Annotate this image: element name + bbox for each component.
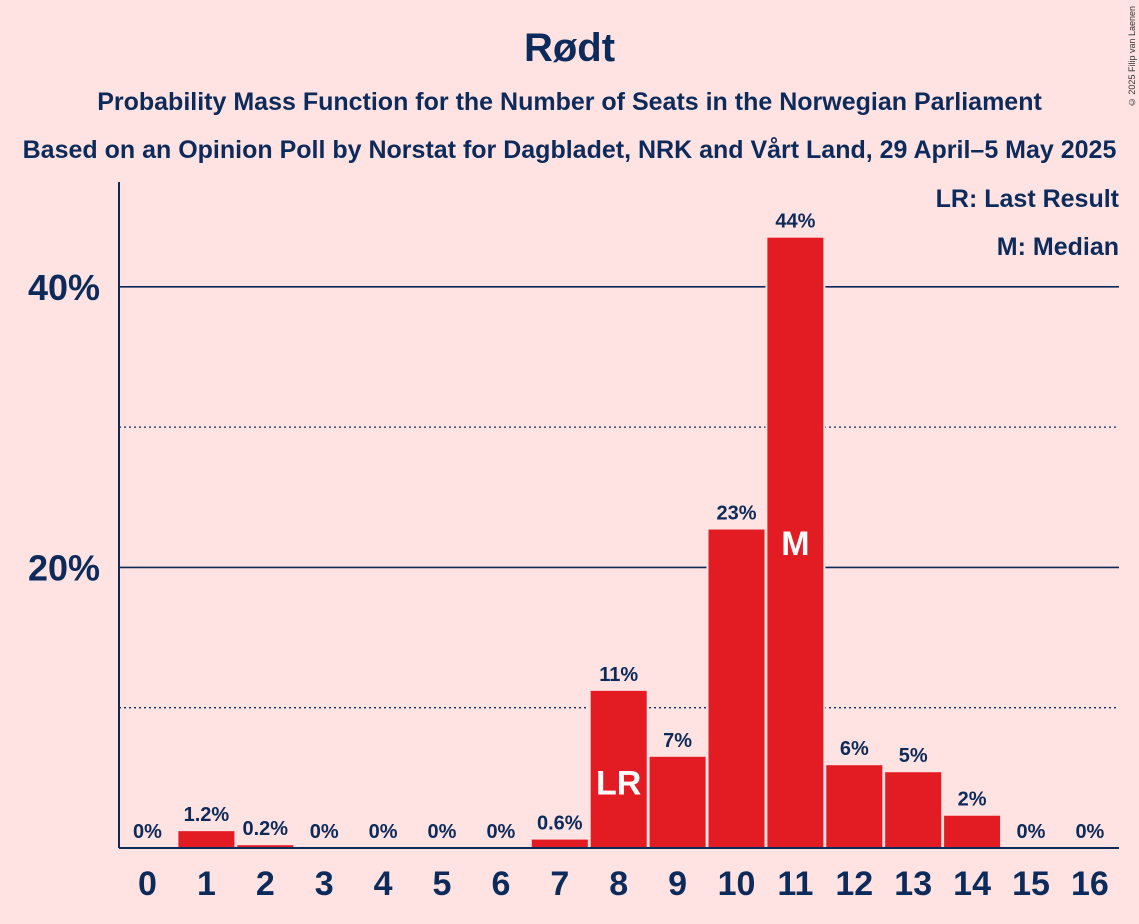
x-tick-label: 9 (668, 865, 687, 903)
x-tick-label: 10 (718, 865, 756, 903)
bar-8 (590, 690, 647, 848)
x-tick-label: 2 (256, 865, 275, 903)
value-label: 0.6% (537, 813, 583, 835)
x-tick-label: 11 (777, 865, 813, 903)
bar-1 (178, 831, 235, 848)
legend-last-result: LR: Last Result (935, 185, 1119, 213)
bar-9 (649, 756, 706, 848)
value-label: 11% (599, 664, 638, 686)
bar-7 (531, 839, 588, 848)
y-tick-label: 20% (28, 547, 100, 588)
x-tick-label: 1 (197, 865, 216, 903)
value-label: 0% (133, 821, 162, 843)
x-tick-label: 13 (894, 865, 932, 903)
bar-10 (708, 529, 765, 848)
x-tick-label: 14 (953, 865, 991, 903)
value-label: 23% (716, 503, 756, 525)
x-tick-label: 6 (491, 865, 510, 903)
marker-m: M (781, 525, 809, 563)
x-tick-label: 16 (1071, 865, 1109, 903)
chart-subtitle: Probability Mass Function for the Number… (97, 88, 1042, 116)
value-label: 0% (428, 821, 457, 843)
bar-13 (885, 772, 942, 848)
x-tick-label: 0 (138, 865, 157, 903)
x-tick-label: 4 (374, 865, 393, 903)
bar-11 (767, 237, 824, 848)
value-label: 7% (663, 730, 692, 752)
x-tick-label: 15 (1012, 865, 1050, 903)
chart-title: Rødt (523, 26, 616, 70)
value-label: 0.2% (243, 818, 289, 840)
bar-12 (826, 765, 883, 848)
value-label: 0% (369, 821, 398, 843)
y-tick-label: 40% (28, 267, 100, 308)
x-tick-label: 7 (550, 865, 569, 903)
legend-median: M: Median (996, 233, 1119, 261)
marker-lr: LR (596, 764, 641, 802)
value-label: 5% (899, 745, 928, 767)
x-tick-label: 8 (609, 865, 628, 903)
x-tick-label: 5 (433, 865, 452, 903)
value-label: 2% (958, 789, 987, 811)
value-label: 0% (1017, 821, 1046, 843)
bar-14 (944, 815, 1001, 848)
bar-2 (237, 845, 294, 848)
value-label: 1.2% (184, 804, 230, 826)
x-tick-label: 12 (835, 865, 873, 903)
chart-source-subtitle: Based on an Opinion Poll by Norstat for … (22, 136, 1117, 164)
value-label: 0% (486, 821, 515, 843)
value-label: 44% (775, 211, 815, 233)
value-label: 0% (1075, 821, 1104, 843)
value-label: 0% (310, 821, 339, 843)
value-label: 6% (840, 738, 869, 760)
x-tick-label: 3 (315, 865, 334, 903)
